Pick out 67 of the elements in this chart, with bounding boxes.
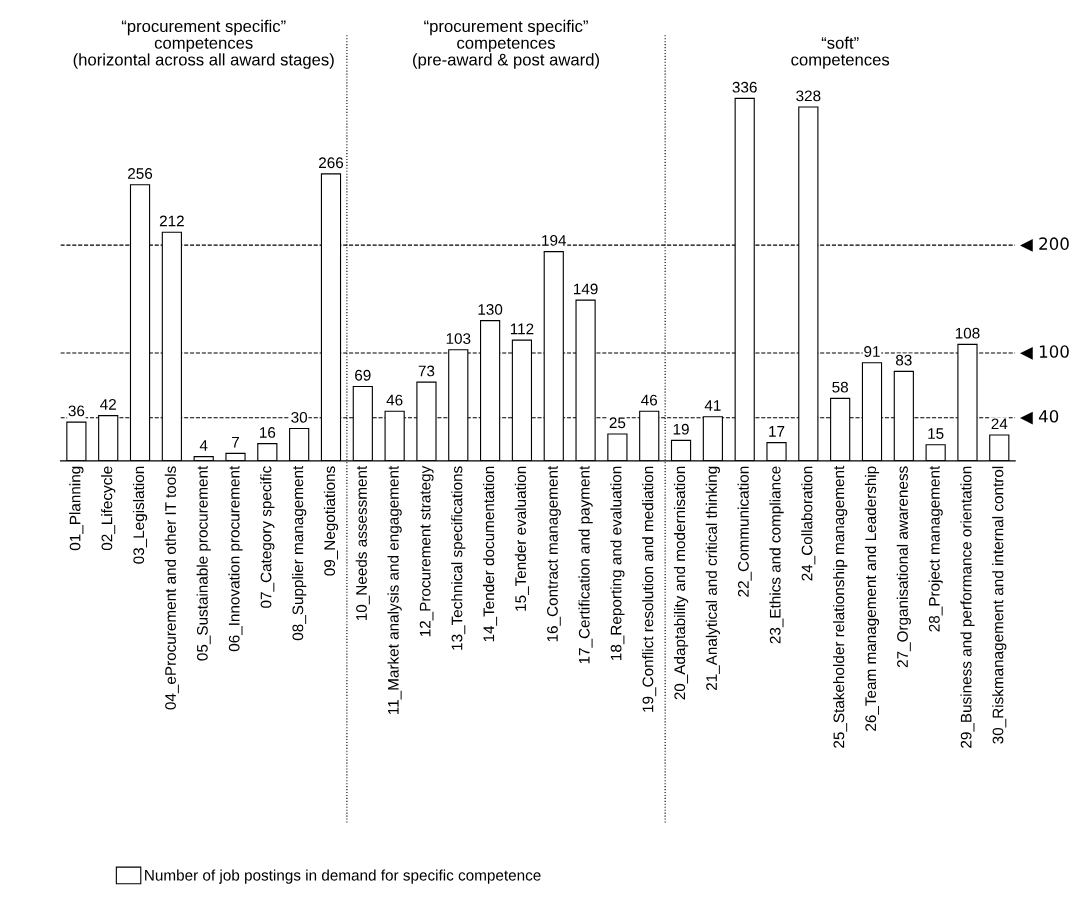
legend-label: Number of job postings in demand for specific competence [145, 869, 541, 884]
text: “procurement specific” competences (pre-award & post award) [413, 19, 600, 69]
x-tick-label: 22_Communication [737, 466, 752, 597]
x-tick-label: 21_Analytical and critical thinking [705, 466, 720, 691]
x-tick-label: 24_Collaboration [801, 466, 816, 581]
data-label: 24 [991, 418, 1008, 430]
data-label: 41 [704, 400, 721, 411]
data-label: 36 [68, 405, 85, 417]
x-tick-label: 15_Tender evaluation [514, 466, 529, 611]
text: “soft” competences [791, 36, 890, 69]
x-tick-label: 11_Market analysis and engagement [387, 465, 402, 715]
data-label: 108 [955, 327, 980, 339]
data-label: 25 [609, 417, 626, 429]
data-label: 73 [418, 365, 435, 377]
data-label: 112 [510, 323, 534, 335]
data-label: 212 [159, 215, 184, 227]
x-tick-label: 17_Certification and payment [578, 465, 593, 664]
data-label: 194 [542, 234, 567, 246]
data-label: 19 [673, 423, 689, 435]
data-label: 328 [796, 90, 821, 102]
x-tick-label: 16_Contract management [547, 465, 561, 642]
data-label: 266 [319, 157, 344, 169]
data-label: 58 [832, 381, 848, 393]
x-tick-label: 04_eProcurement and other IT tools [164, 466, 179, 710]
x-tick-label: 10_Needs assessment [355, 465, 370, 621]
x-tick-label: 23_Ethics and compliance [769, 466, 784, 644]
data-label: 42 [100, 398, 116, 410]
x-tick-label: 19_Conflict resolution and mediation [642, 466, 657, 712]
x-tick-label: 25_Stakeholder relationship management [833, 465, 848, 748]
data-label: 256 [128, 168, 153, 179]
ref-line-label: ◀ 200 [1020, 237, 1069, 252]
data-label: 130 [478, 304, 503, 315]
x-tick-label: 29_Business and performance orientation [960, 466, 975, 748]
ref-line-label: ◀ 100 [1020, 345, 1069, 360]
data-label: 4 [199, 440, 208, 451]
x-tick-label: 26_Team management and Leadership [864, 466, 880, 731]
data-label: 103 [446, 333, 471, 344]
x-tick-label: 20_Adaptability and modernisation [673, 466, 689, 700]
x-tick-label: 08_Supplier management [292, 465, 307, 641]
text: “procurement specific” competences (horizontal across all award stages) [73, 19, 334, 69]
x-tick-label: 09_Negotiations [323, 466, 339, 576]
ref-line-label: ◀ 40 [1020, 409, 1059, 425]
data-label: 91 [864, 346, 880, 357]
x-tick-label: 02_Lifecycle [101, 466, 116, 551]
data-label: 46 [641, 394, 658, 406]
data-label: 336 [732, 81, 757, 93]
x-tick-label: 13_Technical specifications [451, 466, 466, 650]
x-tick-label: 12_Procurement strategy [419, 465, 434, 637]
x-tick-label: 14_Tender documentation [482, 466, 498, 642]
data-label: 83 [895, 354, 912, 366]
x-tick-label: 07_Category specific [260, 466, 275, 608]
data-label: 7 [232, 436, 239, 448]
x-tick-label: 05_Sustainable procurement [196, 465, 211, 661]
data-label: 30 [291, 411, 308, 423]
data-label: 149 [574, 283, 598, 295]
data-label: 17 [769, 426, 785, 437]
data-label: 69 [355, 369, 371, 381]
x-tick-label: 30_Riskmanagement and internal control [992, 466, 1007, 744]
x-tick-label: 28_Project management [928, 465, 943, 632]
x-tick-label: 06_Innovation procurement [228, 465, 243, 652]
x-tick-label: 27_Organisational awareness [896, 466, 911, 668]
x-tick-label: 18_Reporting and evaluation [610, 466, 625, 660]
data-label: 46 [386, 394, 403, 406]
data-label: 16 [260, 427, 276, 438]
data-label: 15 [928, 428, 944, 439]
x-tick-label: 01_Planning [69, 466, 84, 551]
x-tick-label: 03_Legislation [132, 466, 148, 564]
